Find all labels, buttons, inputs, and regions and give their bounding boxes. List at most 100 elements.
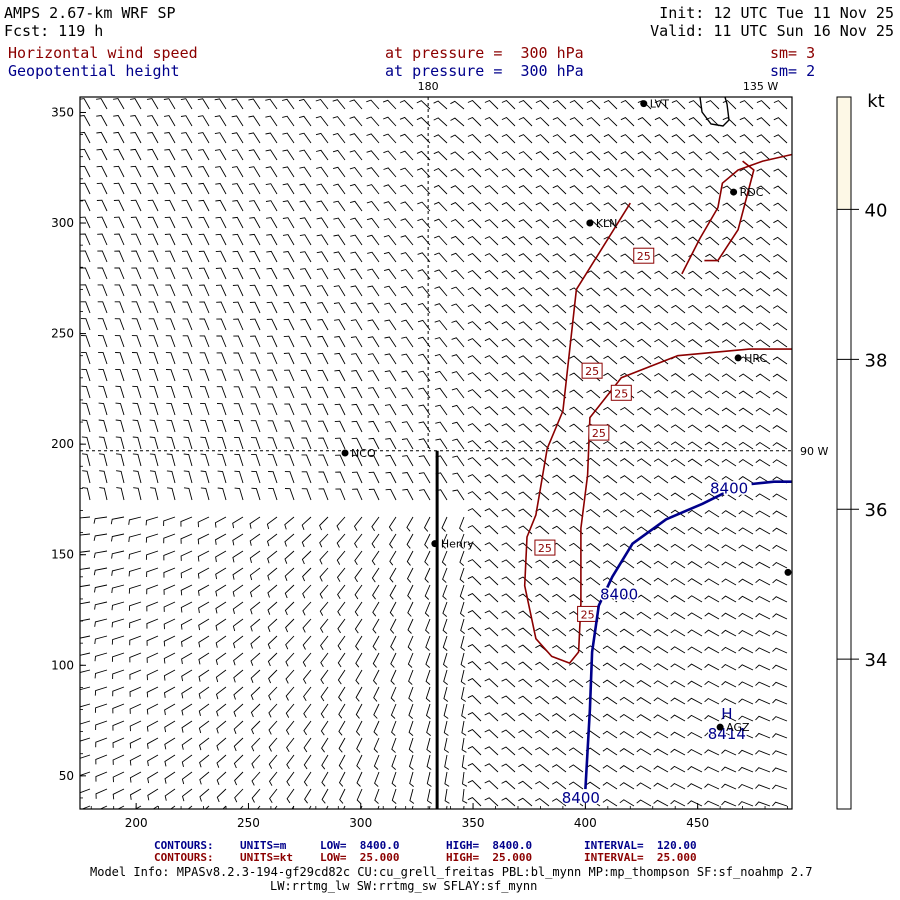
wind-barb — [183, 386, 193, 399]
wind-barb — [755, 647, 771, 654]
wind-barb — [301, 403, 312, 416]
wind-barb — [451, 320, 465, 331]
wind-barb — [198, 267, 210, 280]
wind-barb — [518, 372, 533, 382]
wind-barb — [317, 302, 329, 314]
wind-barb — [586, 321, 601, 331]
wind-barb — [332, 166, 346, 178]
wind-barb — [467, 201, 482, 212]
wind-barb — [586, 253, 601, 263]
wind-barb — [266, 217, 278, 229]
wind-barb — [705, 287, 720, 297]
wind-barb — [501, 491, 516, 501]
wind-barb — [96, 165, 108, 178]
wind-barb — [444, 754, 450, 770]
wind-barb — [408, 703, 414, 719]
wind-barb — [434, 337, 448, 348]
wind-barb — [636, 662, 652, 671]
wind-barb — [704, 544, 720, 552]
wind-barb — [216, 318, 227, 331]
wind-barb — [518, 185, 533, 195]
wind-barb — [434, 320, 448, 331]
wind-barb — [460, 686, 466, 702]
wind-barb — [501, 287, 516, 297]
station-label: KLN — [596, 217, 618, 230]
wind-barb — [334, 319, 346, 331]
wind-barb — [96, 115, 108, 127]
wind-barb — [94, 601, 108, 610]
wind-barb — [80, 335, 91, 348]
wind-barb — [336, 533, 346, 548]
wind-barb — [265, 132, 278, 144]
wind-barb — [722, 219, 737, 229]
wind-barb — [391, 788, 397, 804]
wind-barb — [670, 458, 686, 467]
wind-barb — [148, 335, 159, 348]
wind-barb — [390, 703, 397, 719]
wind-barb — [569, 491, 584, 501]
wind-barb — [602, 577, 618, 586]
station-marker — [734, 354, 742, 362]
wind-barb — [368, 488, 380, 501]
wind-barb — [163, 516, 176, 527]
wind-contour-label: 25 — [538, 542, 552, 555]
wind-barb — [484, 780, 499, 790]
wind-barb — [484, 270, 499, 280]
wind-barb — [670, 748, 686, 756]
wind-barb — [619, 458, 635, 467]
wind-barb — [772, 425, 788, 433]
wind-barb — [462, 788, 468, 804]
wind-barb — [332, 149, 346, 161]
wind-barb — [199, 284, 210, 297]
wind-barb — [80, 284, 91, 297]
wind-barb — [402, 455, 414, 467]
wind-barb — [215, 652, 227, 666]
wind-barb — [232, 250, 244, 263]
wind-barb — [636, 645, 652, 654]
wind-barb — [368, 387, 380, 399]
wind-barb — [687, 441, 703, 450]
wind-barb — [199, 335, 210, 348]
wind-barb — [315, 115, 329, 127]
wind-barb — [285, 652, 295, 667]
wind-barb — [619, 696, 635, 705]
wind-barb — [755, 681, 771, 688]
wind-barb — [148, 267, 159, 280]
wind-barb — [251, 754, 261, 769]
wind-barb — [450, 117, 465, 127]
wind-barb — [461, 737, 467, 753]
wind-barb — [552, 134, 567, 144]
wind-barb — [251, 487, 261, 501]
wind-barb — [772, 664, 788, 671]
wind-barb — [653, 680, 669, 688]
wind-barb — [424, 584, 431, 600]
wind-barb — [704, 732, 720, 739]
wind-barb — [302, 618, 312, 633]
wind-barb — [772, 596, 788, 603]
wind-barb — [552, 508, 567, 518]
wind-barb — [250, 686, 261, 701]
wind-barb — [637, 407, 652, 416]
wind-barb — [216, 369, 227, 382]
wind-barb — [300, 386, 312, 399]
wind-barb — [755, 767, 771, 773]
wind-barb — [216, 788, 227, 803]
wind-barb — [408, 737, 414, 753]
wind-barb — [214, 115, 227, 127]
wind-barb — [166, 470, 176, 484]
wind-barb — [366, 200, 380, 212]
wind-barb — [319, 533, 329, 548]
wind-barb — [620, 304, 635, 314]
wind-barb — [501, 236, 516, 246]
wind-barb — [214, 516, 227, 528]
wind-barb — [200, 470, 210, 484]
wind-barb — [114, 233, 125, 246]
wind-barb — [266, 335, 278, 348]
station-marker — [784, 568, 792, 576]
wind-barb — [147, 115, 159, 127]
wind-barb — [671, 202, 686, 212]
wind-barb — [773, 151, 788, 161]
wind-barb — [772, 784, 788, 790]
wind-barb — [461, 720, 467, 736]
wind-barb — [351, 471, 363, 484]
